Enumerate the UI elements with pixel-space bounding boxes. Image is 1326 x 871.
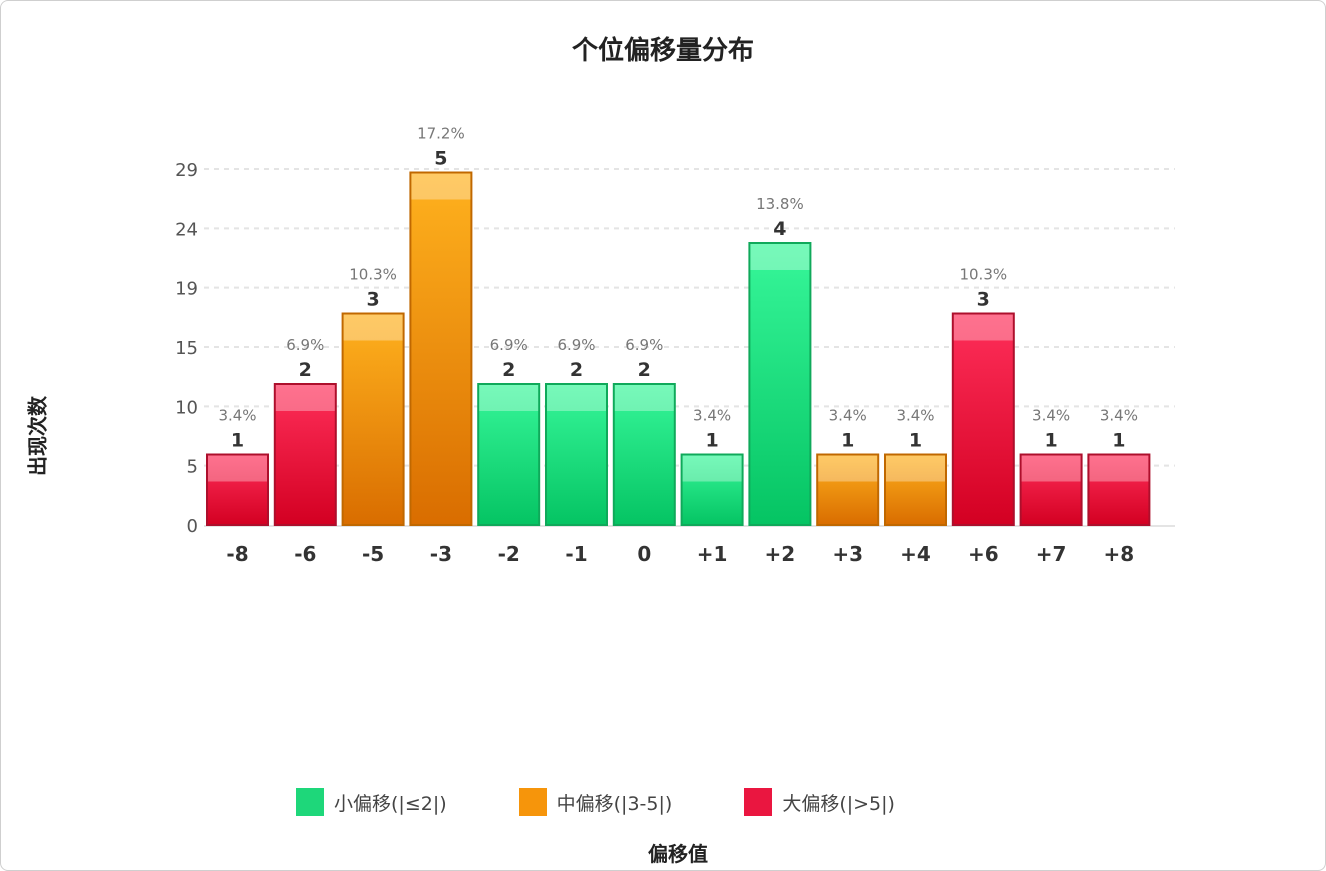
- bar-value-label: 1: [705, 430, 718, 452]
- bar: [748, 242, 812, 526]
- x-tick-label: -6: [294, 542, 316, 566]
- legend-label-small: 小偏移(|≤2|): [334, 792, 447, 815]
- bar-highlight: [1089, 455, 1149, 482]
- legend-swatch-medium: [518, 788, 547, 816]
- bar-value-label: 2: [502, 359, 515, 381]
- bar-highlight: [343, 314, 403, 341]
- x-tick-label: +1: [697, 542, 728, 566]
- bar-highlight: [682, 455, 742, 482]
- bar-value-label: 1: [841, 430, 854, 452]
- bar: [951, 312, 1015, 526]
- y-tick-label: 10: [175, 397, 198, 418]
- x-tick-label: +3: [832, 542, 863, 566]
- bar-highlight: [275, 385, 335, 411]
- legend-swatch-small: [296, 788, 324, 816]
- legend-label-medium: 中偏移(|3-5|): [556, 792, 673, 815]
- bar-percent-label: 6.9%: [625, 336, 663, 354]
- bar-highlight: [953, 314, 1013, 341]
- x-tick-label: -5: [362, 542, 384, 566]
- bar-value-label: 3: [366, 289, 379, 311]
- bar-percent-label: 3.4%: [829, 407, 867, 425]
- x-tick-label: +8: [1104, 542, 1135, 566]
- bar-highlight: [818, 455, 878, 482]
- bar: [545, 383, 608, 526]
- bar-percent-label: 6.9%: [286, 336, 324, 354]
- bar-percent-label: 3.4%: [1032, 407, 1070, 425]
- bar: [680, 453, 744, 526]
- bar: [884, 453, 947, 526]
- bar-percent-label: 13.8%: [756, 195, 804, 213]
- bar-highlight: [208, 455, 267, 482]
- bar: [1087, 453, 1151, 526]
- bar-percent-label: 6.9%: [490, 336, 528, 354]
- x-tick-label: -1: [565, 542, 587, 566]
- bar-percent-label: 10.3%: [349, 266, 397, 284]
- bar-percent-label: 10.3%: [959, 266, 1007, 284]
- y-tick-label: 19: [175, 279, 198, 300]
- x-axis-label: 偏移值: [648, 842, 708, 866]
- x-tick-label: -3: [430, 542, 452, 566]
- bar-value-label: 1: [1044, 430, 1057, 452]
- bar-value-label: 3: [977, 289, 990, 311]
- x-tick-label: 0: [637, 542, 651, 566]
- legend-item-large[interactable]: 大偏移(|>5|): [744, 788, 895, 816]
- bar-value-label: 1: [231, 430, 244, 452]
- bar: [1019, 453, 1083, 526]
- bar-highlight: [614, 385, 674, 411]
- bar-highlight: [1021, 455, 1081, 482]
- bar-highlight: [886, 455, 945, 482]
- bar-value-label: 1: [909, 430, 922, 452]
- bar: [409, 171, 473, 526]
- bar: [206, 453, 269, 526]
- bar-percent-label: 3.4%: [896, 407, 934, 425]
- bar-percent-label: 6.9%: [557, 336, 595, 354]
- bar-value-label: 2: [638, 359, 651, 381]
- bar-highlight: [750, 244, 810, 270]
- y-tick-label: 29: [175, 160, 198, 181]
- x-tick-label: -8: [226, 542, 248, 566]
- bar-value-label: 2: [299, 359, 312, 381]
- x-tick-label: -2: [498, 542, 520, 566]
- bar-percent-label: 17.2%: [417, 125, 465, 143]
- bar: [816, 453, 880, 526]
- legend-item-small[interactable]: 小偏移(|≤2|): [296, 788, 447, 816]
- y-tick-label: 15: [175, 338, 198, 359]
- bar-value-label: 1: [1112, 430, 1125, 452]
- bar-percent-label: 3.4%: [1100, 407, 1138, 425]
- x-tick-label: +4: [900, 542, 931, 566]
- bar-highlight: [479, 385, 539, 411]
- bar: [612, 383, 676, 526]
- bar-percent-label: 3.4%: [218, 407, 256, 425]
- bar-highlight: [547, 385, 606, 411]
- bar: [341, 312, 405, 526]
- chart-title: 个位偏移量分布: [571, 36, 754, 66]
- y-tick-label: 0: [187, 516, 198, 537]
- bar: [273, 383, 337, 526]
- chart-legend: 小偏移(|≤2|) 中偏移(|3-5|) 大偏移(|>5|): [296, 788, 967, 816]
- bar-value-label: 4: [773, 218, 786, 240]
- bar: [477, 383, 541, 526]
- bar-highlight: [411, 173, 471, 200]
- y-tick-label: 24: [175, 219, 198, 240]
- bar-chart: 0510151924293.4%1-86.9%2-610.3%3-517.2%5…: [175, 125, 1175, 566]
- y-tick-label: 5: [187, 457, 198, 478]
- bar-value-label: 5: [434, 148, 447, 170]
- x-tick-label: +7: [1036, 542, 1067, 566]
- legend-label-large: 大偏移(|>5|): [782, 792, 895, 815]
- bar-value-label: 2: [570, 359, 583, 381]
- bar-percent-label: 3.4%: [693, 407, 731, 425]
- legend-item-medium[interactable]: 中偏移(|3-5|): [518, 788, 673, 816]
- legend-swatch-large: [744, 788, 773, 816]
- x-tick-label: +2: [765, 542, 796, 566]
- x-tick-label: +6: [968, 542, 999, 566]
